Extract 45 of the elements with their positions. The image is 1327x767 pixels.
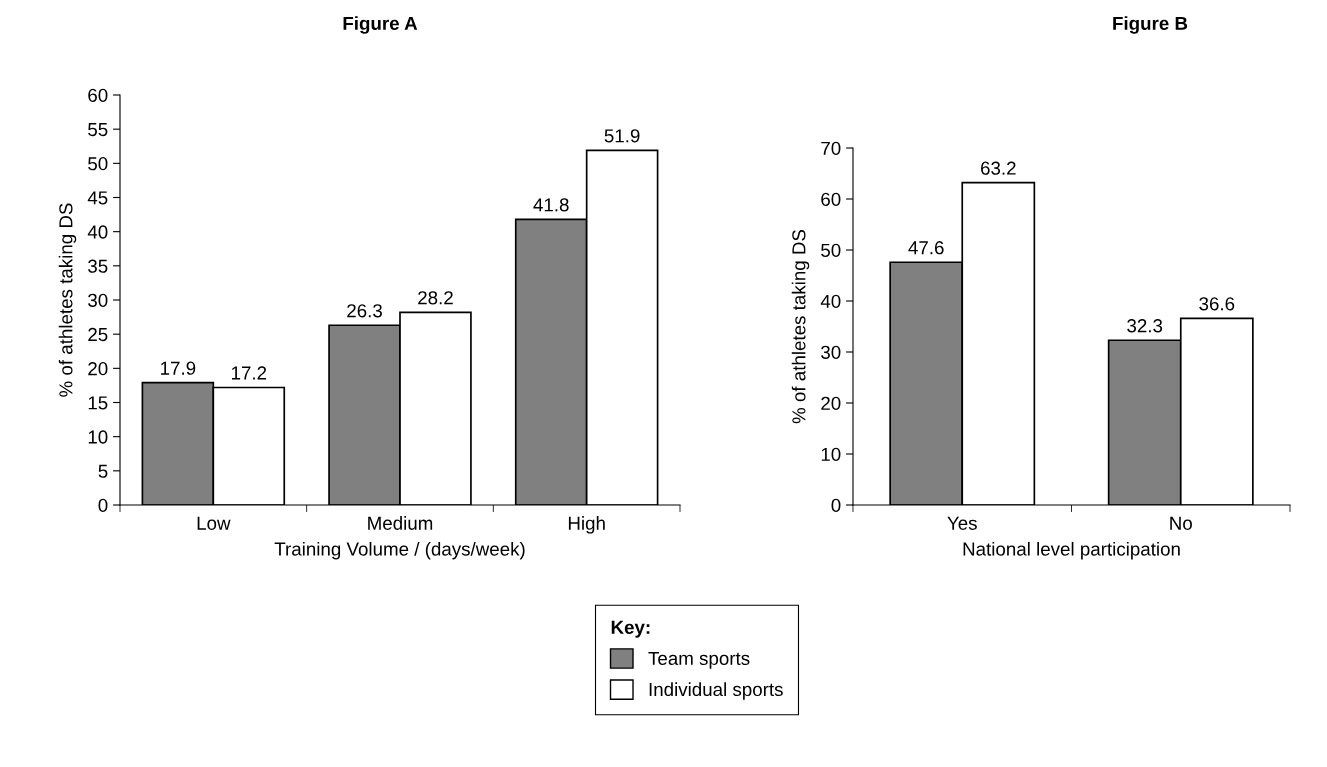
y-axis-title: % of athletes taking DS	[58, 203, 77, 397]
chart-title: Figure B	[1113, 16, 1188, 34]
data-label: 26.3	[347, 304, 382, 318]
y-tick-label: 0	[831, 498, 841, 512]
y-tick-label: 40	[820, 294, 841, 308]
legend-label: Team sports	[648, 651, 750, 669]
x-tick-label: No	[1170, 516, 1192, 530]
y-axis-title: % of athletes taking DS	[791, 229, 810, 424]
y-tick-label: 50	[88, 157, 108, 171]
y-tick-label: 50	[821, 243, 841, 257]
x-tick-label: Medium	[368, 516, 433, 530]
data-label: 51.9	[604, 129, 640, 143]
data-label: 17.2	[231, 366, 267, 380]
x-tick-label: Low	[197, 516, 231, 530]
y-tick-label: 30	[821, 345, 841, 359]
data-label: 41.8	[533, 198, 569, 212]
chart-title: Figure A	[343, 16, 418, 34]
x-axis-title: National level participation	[963, 541, 1180, 560]
y-tick-label: 30	[88, 293, 108, 307]
legend-label: Individual sports	[649, 682, 783, 700]
y-tick-label: 10	[821, 447, 841, 461]
y-tick-label: 20	[88, 362, 108, 376]
data-label: 17.9	[161, 361, 196, 375]
y-tick-label: 45	[87, 191, 108, 205]
y-tick-label: 10	[88, 430, 108, 444]
x-tick-label: High	[568, 516, 605, 534]
x-axis-title: Training Volume / (days/week)	[274, 541, 525, 560]
data-label: 32.3	[1127, 319, 1163, 333]
data-label: 28.2	[418, 291, 453, 305]
y-tick-label: 60	[821, 192, 841, 206]
data-label: 63.2	[981, 161, 1016, 175]
y-tick-label: 25	[88, 327, 108, 342]
legend-title: Key:	[611, 620, 650, 638]
y-tick-label: 40	[87, 225, 108, 239]
y-tick-label: 15	[88, 396, 108, 410]
y-tick-label: 35	[88, 259, 108, 273]
y-tick-label: 0	[98, 498, 108, 512]
data-label: 47.6	[908, 241, 944, 255]
y-tick-label: 70	[821, 141, 841, 155]
x-tick-label: Yes	[947, 516, 977, 530]
y-tick-label: 20	[821, 396, 841, 410]
y-tick-label: 5	[98, 464, 108, 478]
y-tick-label: 55	[88, 123, 108, 137]
data-label: 36.6	[1199, 297, 1235, 311]
y-tick-label: 60	[88, 88, 108, 102]
